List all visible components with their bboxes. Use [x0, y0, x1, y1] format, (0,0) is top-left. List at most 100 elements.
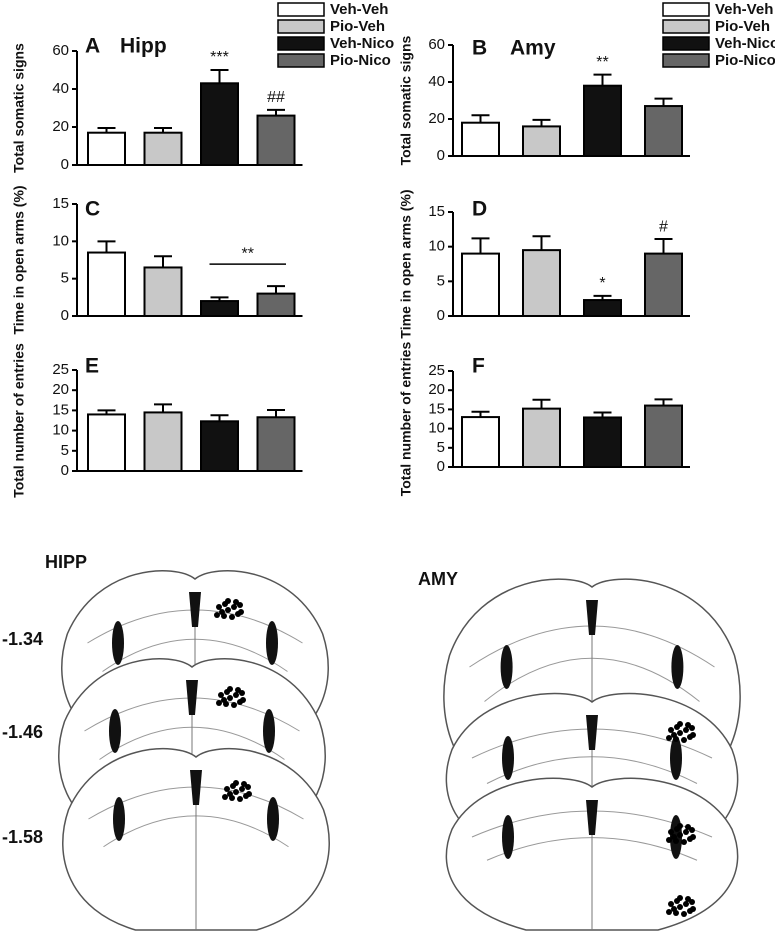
y-tick-label: 15 [428, 203, 445, 220]
injection-site [668, 727, 674, 733]
significance-label: * [599, 275, 605, 292]
y-tick-label: 5 [437, 272, 445, 289]
y-tick-label: 10 [428, 238, 445, 255]
significance-label: ** [242, 245, 254, 262]
y-tick-label: 0 [61, 462, 69, 479]
y-axis-label: Total number of entries [398, 342, 414, 497]
injection-site [677, 721, 683, 727]
y-axis-label: Total somatic signs [11, 43, 27, 173]
injection-site [685, 824, 691, 830]
injection-site [677, 895, 683, 901]
y-tick-label: 0 [437, 147, 445, 164]
injection-site [666, 837, 672, 843]
legend-swatch [277, 19, 325, 34]
bar [461, 121, 500, 157]
injection-site [229, 614, 235, 620]
y-tick-label: 20 [52, 381, 69, 398]
y-tick-label: 20 [428, 110, 445, 127]
bar [583, 416, 622, 468]
level-label: -1.58 [2, 827, 43, 847]
y-tick-label: 10 [52, 422, 69, 439]
injection-site [681, 839, 687, 845]
legend-label: Veh-Veh [330, 1, 388, 18]
y-tick-label: 60 [52, 42, 69, 59]
injection-site [237, 796, 243, 802]
injection-site [673, 736, 679, 742]
injection-site [238, 609, 244, 615]
legend-swatch [277, 53, 325, 68]
y-tick-label: 15 [428, 400, 445, 417]
injection-site [677, 832, 683, 838]
ventricle [109, 709, 121, 753]
injection-site [227, 686, 233, 692]
injection-site [668, 901, 674, 907]
y-tick-label: 0 [437, 307, 445, 324]
panel-letter: A [85, 35, 100, 58]
injection-site [683, 901, 689, 907]
y-tick-label: 60 [428, 36, 445, 53]
bar [522, 249, 561, 317]
bar [200, 420, 239, 473]
legend-swatch [662, 2, 710, 17]
injection-site [216, 700, 222, 706]
y-tick-label: 40 [428, 73, 445, 90]
ventricle [112, 621, 124, 665]
ventricle [586, 800, 598, 835]
bar [256, 114, 296, 166]
atlas-title: HIPP [45, 552, 87, 572]
injection-site [235, 687, 241, 693]
injection-site [240, 697, 246, 703]
injection-site [683, 829, 689, 835]
injection-site [233, 599, 239, 605]
atlas [58, 570, 741, 931]
panel-letter: B [472, 37, 487, 60]
injection-site [690, 834, 696, 840]
legend-label: Pio-Nico [330, 52, 391, 69]
ventricle [263, 709, 275, 753]
injection-site [677, 904, 683, 910]
injection-site [225, 598, 231, 604]
panel-letter: E [85, 355, 99, 378]
injection-site [233, 780, 239, 786]
injection-site [218, 692, 224, 698]
bar [461, 252, 500, 318]
level-label: -1.46 [2, 722, 43, 742]
bar [583, 84, 622, 157]
injection-site [231, 604, 237, 610]
bar [522, 125, 561, 158]
injection-site [681, 737, 687, 743]
bar [256, 416, 296, 473]
injection-site [668, 829, 674, 835]
panel-title: Amy [510, 37, 556, 60]
legend-label: Veh-Veh [715, 1, 773, 18]
y-tick-label: 0 [61, 307, 69, 324]
ventricle [190, 770, 202, 805]
y-tick-label: 5 [61, 442, 69, 459]
injection-site [224, 786, 230, 792]
y-tick-label: 25 [428, 362, 445, 379]
ventricle [266, 621, 278, 665]
injection-site [690, 906, 696, 912]
bar [200, 300, 239, 318]
bar [583, 299, 622, 318]
injection-site [673, 910, 679, 916]
injection-site [225, 607, 231, 613]
legend-swatch [662, 19, 710, 34]
injection-site [681, 911, 687, 917]
injection-site [222, 794, 228, 800]
bar [87, 131, 126, 166]
y-tick-label: 20 [52, 118, 69, 135]
y-axis-label: Total number of entries [11, 343, 27, 498]
bar [644, 252, 683, 318]
significance-label: # [659, 218, 668, 235]
y-axis-label: Total somatic signs [398, 35, 414, 165]
y-tick-label: 15 [52, 401, 69, 418]
injection-site [666, 909, 672, 915]
legend-label: Veh-Nico [330, 35, 394, 52]
bar [87, 251, 126, 318]
legend-swatch [662, 53, 710, 68]
ventricle [586, 600, 598, 635]
y-tick-label: 0 [437, 458, 445, 475]
y-tick-label: 15 [52, 195, 69, 212]
